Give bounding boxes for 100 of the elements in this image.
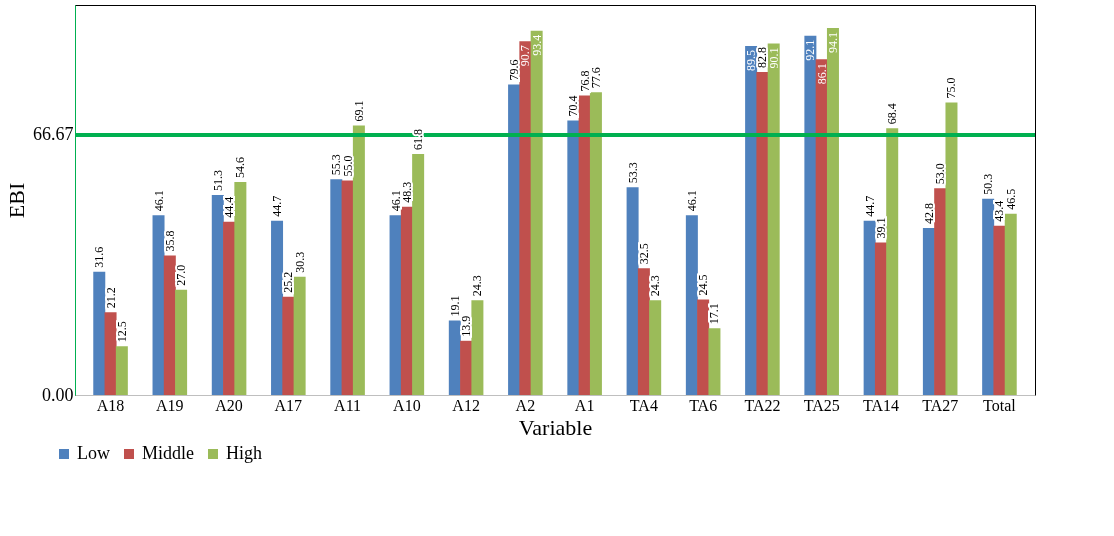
x-tick-label: TA4 — [629, 396, 658, 414]
bar — [152, 215, 165, 395]
bar — [293, 276, 306, 395]
bar — [863, 220, 876, 395]
x-tick-label: A1 — [574, 396, 595, 414]
data-label: 50.3 — [981, 173, 996, 195]
bar — [589, 92, 602, 395]
bar — [389, 215, 402, 395]
data-label: 24.5 — [696, 274, 711, 296]
bar — [578, 95, 591, 395]
bar — [448, 320, 461, 395]
bar — [175, 289, 188, 395]
x-tick-label: A12 — [452, 396, 480, 414]
bar — [104, 312, 117, 395]
data-label: 75.0 — [944, 77, 959, 99]
bar — [767, 43, 780, 395]
x-axis-title: Variable — [518, 414, 593, 440]
bar — [826, 28, 839, 395]
bar — [282, 296, 295, 395]
data-label: 27.0 — [174, 264, 189, 286]
bar — [163, 255, 176, 395]
bar — [649, 300, 662, 395]
y-tick-label: 0.00 — [42, 384, 74, 405]
x-tick-label: TA6 — [689, 396, 718, 414]
bar — [945, 102, 958, 395]
data-label: 24.3 — [470, 275, 485, 297]
x-tick-label: A11 — [334, 396, 362, 414]
bar — [352, 125, 365, 395]
bar — [412, 153, 425, 395]
bar — [685, 215, 698, 395]
bar — [626, 187, 639, 395]
data-label: 31.6 — [92, 246, 107, 268]
bar — [530, 30, 543, 395]
data-label: 46.1 — [151, 190, 166, 212]
bar — [211, 194, 224, 395]
x-tick-label: A17 — [274, 396, 303, 414]
data-label: 54.6 — [233, 157, 248, 179]
bar — [223, 221, 236, 395]
data-label: 86.1 — [814, 63, 829, 85]
bar — [341, 180, 354, 395]
bar — [508, 84, 521, 395]
data-label: 53.3 — [625, 162, 640, 184]
bar — [922, 228, 935, 395]
data-label: 12.5 — [114, 321, 129, 343]
x-tick-label: A10 — [393, 396, 421, 414]
data-label: 44.7 — [270, 195, 285, 217]
data-label: 13.9 — [459, 315, 474, 337]
bar — [271, 220, 284, 395]
legend-label: High — [226, 443, 262, 463]
data-label: 70.4 — [566, 95, 581, 117]
bar — [471, 300, 484, 395]
data-label: 17.1 — [707, 303, 722, 325]
data-label: 92.1 — [803, 39, 818, 61]
bar — [115, 346, 128, 395]
x-tick-label: A18 — [96, 396, 125, 414]
bar — [460, 340, 473, 395]
data-label: 42.8 — [921, 203, 936, 225]
data-label: 39.1 — [873, 217, 888, 239]
bar — [330, 179, 343, 395]
data-label: 24.3 — [648, 275, 663, 297]
bar — [804, 35, 817, 395]
data-label: 21.2 — [103, 287, 118, 309]
data-label: 94.1 — [825, 32, 840, 54]
bar — [637, 268, 650, 395]
bar — [519, 41, 532, 395]
bar — [1004, 213, 1017, 395]
bar — [234, 182, 247, 395]
bar — [697, 299, 710, 395]
bar — [934, 188, 947, 395]
data-label: 69.1 — [351, 100, 366, 122]
data-label: 19.1 — [447, 295, 462, 317]
data-label: 51.3 — [210, 169, 225, 191]
legend-label: Middle — [142, 443, 195, 463]
data-label: 44.7 — [862, 195, 877, 217]
data-label: 44.4 — [222, 196, 237, 218]
data-label: 68.4 — [885, 103, 900, 125]
y-axis-title: EBI — [4, 182, 29, 219]
x-tick-label: A2 — [515, 396, 536, 414]
x-tick-label: A19 — [156, 396, 184, 414]
bar — [982, 198, 995, 395]
bar — [874, 242, 887, 395]
x-tick-label: TA25 — [803, 396, 840, 414]
bar — [756, 72, 769, 395]
legend-label: Low — [77, 443, 110, 463]
bar — [993, 225, 1006, 395]
bar — [708, 328, 721, 395]
x-tick-label: TA22 — [744, 396, 781, 414]
data-label: 46.1 — [684, 190, 699, 212]
bar — [400, 206, 413, 395]
x-tick-label: TA14 — [862, 396, 899, 414]
bar — [93, 271, 106, 395]
bar — [567, 120, 580, 395]
y-tick-label: 66.67 — [33, 124, 74, 145]
x-tick-label: TA27 — [922, 396, 959, 414]
data-label: 35.8 — [162, 230, 177, 252]
bar — [886, 128, 899, 395]
data-label: 53.0 — [933, 163, 948, 185]
data-label: 61.8 — [411, 128, 426, 150]
x-tick-label: A20 — [215, 396, 243, 414]
data-label: 25.2 — [281, 271, 296, 293]
